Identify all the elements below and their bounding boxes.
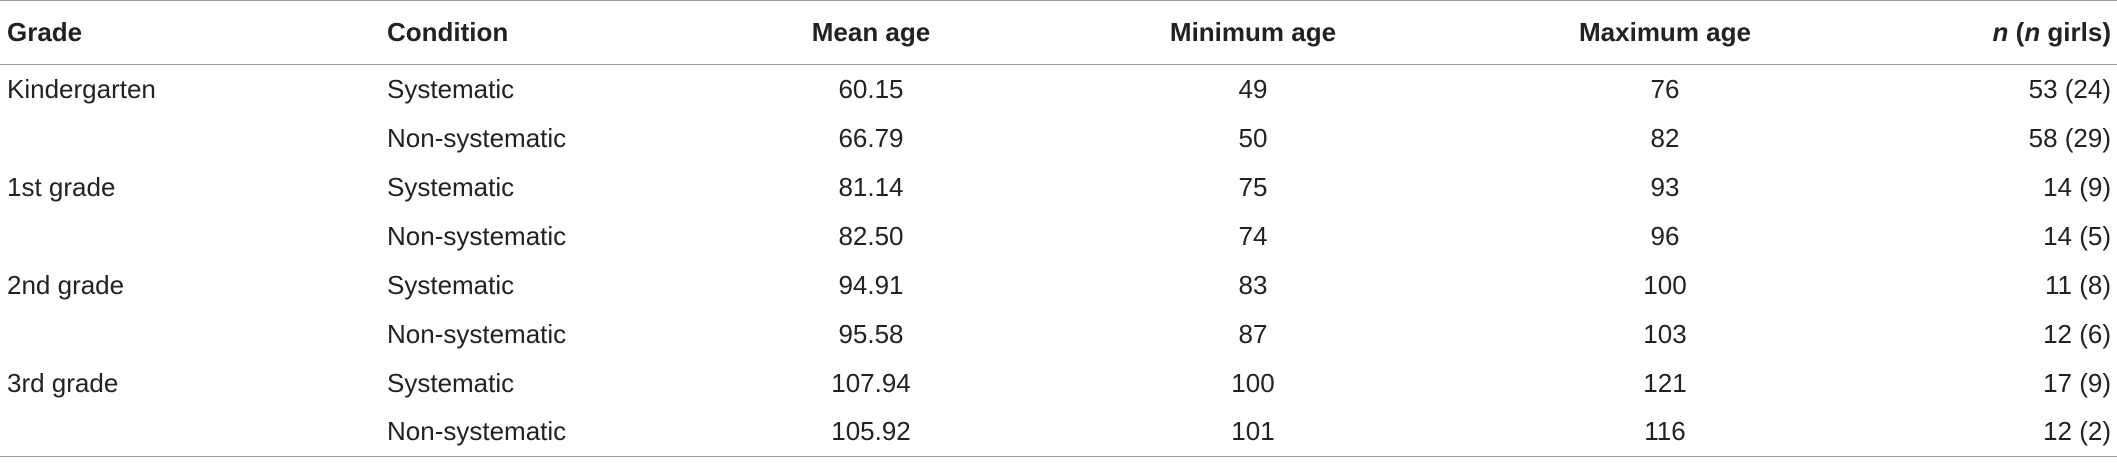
table-cell: 74 (1238, 220, 1268, 251)
table-cell: 121 (1643, 367, 1687, 398)
table-cell: 105.92 (700, 407, 1042, 457)
empty-cell (0, 407, 387, 457)
header-text: n (2024, 17, 2041, 47)
table-cell: Non-systematic (387, 318, 567, 349)
table-row: 2nd grade Systematic 94.91 83 100 11 (8) (0, 261, 2117, 310)
table-row: Non-systematic 95.58 87 103 12 (6) (0, 310, 2117, 359)
grade-cell: 1st grade (7, 171, 116, 202)
header-text: girls) (2040, 17, 2111, 47)
table-cell: 83 (1238, 269, 1268, 300)
grade-cell: Kindergarten (7, 73, 156, 104)
table-row: Non-systematic 66.79 50 82 58 (29) (0, 114, 2117, 163)
header-row: Grade Condition Mean age Minimum age Max… (0, 0, 2117, 65)
table-cell: 66.79 (838, 122, 904, 153)
table-cell: Systematic (387, 367, 515, 398)
header-cell: n (n girls) (1866, 0, 2117, 65)
grade-cell: 2nd grade (7, 269, 125, 300)
header-cell: Minimum age (1042, 0, 1464, 65)
table-cell: 94.91 (838, 269, 904, 300)
header-text: n (1992, 17, 2009, 47)
table-cell: 76 (1650, 73, 1680, 104)
table-cell: 53 (24) (2028, 73, 2111, 104)
table-cell: 100 (1643, 269, 1687, 300)
table-cell: 93 (1650, 171, 1680, 202)
table-cell: 103 (1643, 318, 1687, 349)
table-row: Non-systematic 105.92 101 116 12 (2) (0, 407, 2117, 457)
table-cell: 60.15 (838, 73, 904, 104)
table-cell: Non-systematic (387, 122, 567, 153)
table-row: Non-systematic 82.50 74 96 14 (5) (0, 212, 2117, 261)
table-header: Grade Condition Mean age Minimum age Max… (0, 0, 2117, 65)
table-cell: 116 (1464, 407, 1866, 457)
table-row: Kindergarten Systematic 60.15 49 76 53 (24) (0, 65, 2117, 114)
table-cell: 12 (2) (1866, 407, 2117, 457)
table-cell: Non-systematic (387, 220, 567, 251)
table-cell: 14 (9) (2043, 171, 2111, 202)
table-cell: 81.14 (838, 171, 904, 202)
table-cell: 12 (6) (2043, 318, 2111, 349)
table-cell: 107.94 (831, 367, 911, 398)
table-cell: 95.58 (838, 318, 904, 349)
empty-cell (0, 212, 387, 261)
table-cell: 101 (1042, 407, 1464, 457)
table-row: 1st grade Systematic 81.14 75 93 14 (9) (0, 163, 2117, 212)
table-cell: Non-systematic (387, 407, 700, 457)
header-cell: Condition (387, 0, 700, 65)
table-cell: 17 (9) (2043, 367, 2111, 398)
empty-cell (0, 310, 387, 359)
table-cell: 50 (1238, 122, 1268, 153)
table-cell: 75 (1238, 171, 1268, 202)
table-cell: 11 (8) (2045, 269, 2111, 300)
table-cell: Systematic (387, 171, 515, 202)
header-cell: Maximum age (1464, 0, 1866, 65)
table-cell: 82 (1650, 122, 1680, 153)
table-row: 3rd grade Systematic 107.94 100 121 17 (9) (0, 359, 2117, 408)
header-text: ( (2008, 17, 2025, 47)
table-cell: 100 (1231, 367, 1275, 398)
table-cell: 82.50 (838, 220, 904, 251)
grade-cell: 3rd grade (7, 367, 119, 398)
table-cell: Systematic (387, 73, 515, 104)
header-cell: Grade (0, 0, 387, 65)
table-body: Kindergarten Systematic 60.15 49 76 53 (24) No… (0, 65, 2117, 457)
table-cell: 49 (1238, 73, 1268, 104)
header-cell: Mean age (700, 0, 1042, 65)
table-cell: 96 (1650, 220, 1680, 251)
empty-cell (0, 114, 387, 163)
table-cell: 87 (1238, 318, 1268, 349)
table-cell: 58 (29) (2028, 122, 2111, 153)
table-cell: 14 (5) (2043, 220, 2111, 251)
table-cell: Systematic (387, 269, 515, 300)
